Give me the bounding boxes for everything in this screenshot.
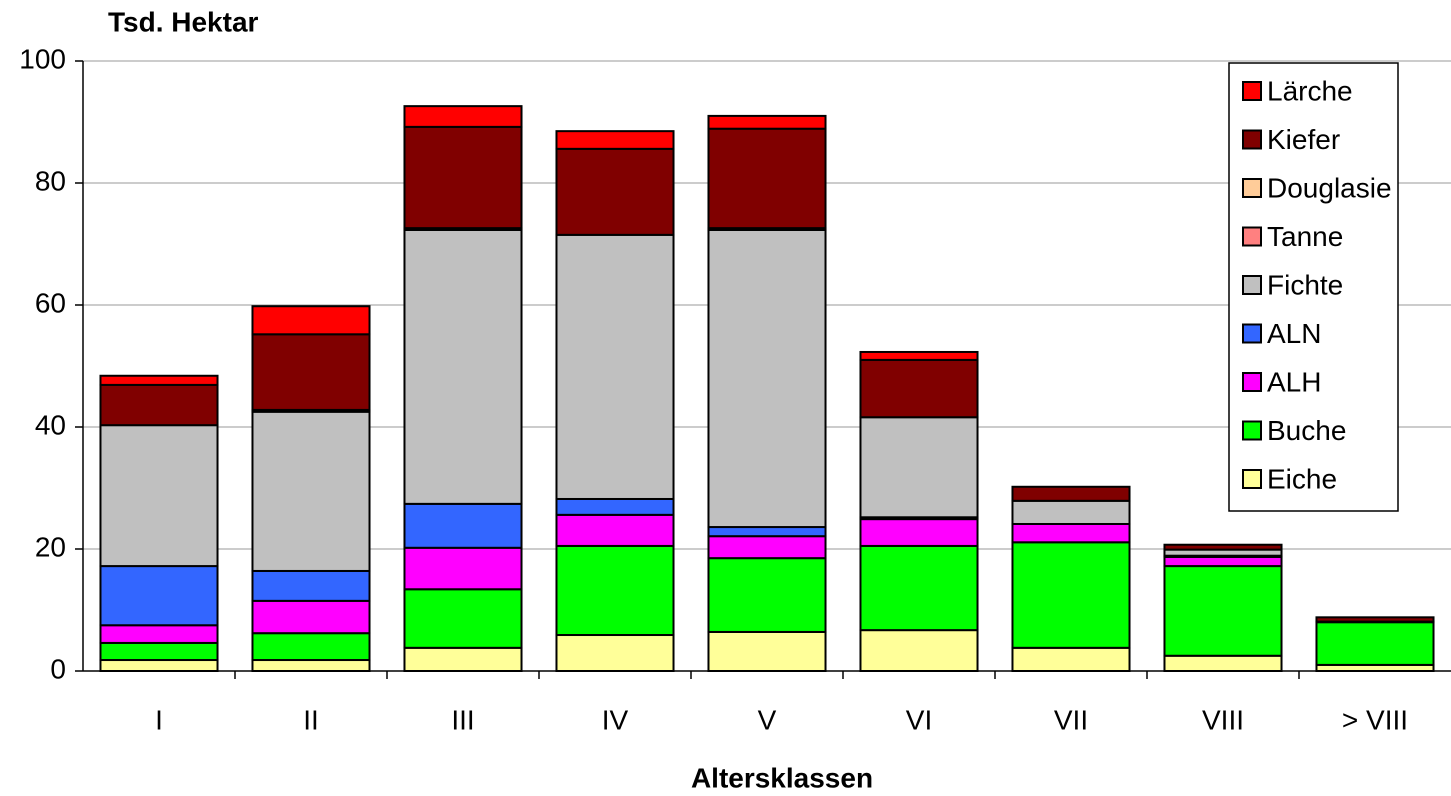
bar-segment [1163, 565, 1283, 657]
bar-segment [707, 127, 827, 230]
x-tick-label: V [758, 704, 777, 735]
legend-label: Tanne [1267, 221, 1343, 252]
bar-segment [1011, 522, 1131, 544]
y-tick-label: 20 [35, 531, 66, 562]
bar-segment [1011, 541, 1131, 649]
bar-segment [1315, 616, 1435, 623]
legend-label: ALN [1267, 318, 1321, 349]
bar-segment [251, 333, 371, 411]
bar-segment [859, 629, 979, 673]
legend-swatch [1242, 129, 1262, 150]
legend-label: Douglasie [1267, 172, 1392, 203]
legend-swatch [1242, 226, 1262, 247]
bar-segment [99, 641, 219, 662]
bar-segment [859, 350, 979, 361]
bar-segment [403, 646, 523, 673]
legend-swatch [1242, 420, 1262, 441]
bar-segment [707, 114, 827, 130]
legend-swatch [1242, 372, 1262, 392]
x-tick-label: VI [906, 704, 932, 735]
x-tick-label: III [451, 704, 474, 735]
bar-segment [555, 544, 675, 637]
bar-segment [1163, 654, 1283, 672]
legend-swatch [1242, 275, 1262, 295]
bar-segment [707, 630, 827, 673]
y-tick-label: 80 [35, 165, 66, 196]
y-tick-label: 40 [35, 409, 66, 440]
bar-segment [99, 565, 219, 627]
legend-label: Eiche [1267, 463, 1337, 494]
bar-segment [555, 513, 675, 547]
x-tick-label: VIII [1202, 704, 1244, 735]
bar-segment [555, 147, 675, 236]
bar-segment [251, 599, 371, 635]
legend-label: ALH [1267, 366, 1321, 397]
legend-swatch [1242, 323, 1262, 344]
bar-segment [99, 383, 219, 427]
x-tick-label: > VIII [1342, 704, 1408, 735]
bar-segment [99, 424, 219, 568]
bar-segment [251, 569, 371, 602]
bar-segment [707, 526, 827, 538]
legend-swatch [1242, 469, 1262, 489]
y-tick-label: 0 [50, 653, 66, 684]
bar-segment [99, 659, 219, 673]
bar-segment [707, 228, 827, 529]
x-tick-label: VII [1054, 704, 1088, 735]
y-tick-label: 100 [19, 43, 66, 74]
bar-segment [403, 105, 523, 128]
bar-segment [403, 546, 523, 591]
x-tick-label: I [155, 704, 163, 735]
bar-segment [403, 125, 523, 230]
y-axis-label: Tsd. Hektar [108, 6, 259, 37]
bar-segment [555, 634, 675, 673]
legend-swatch [1242, 81, 1262, 101]
legend-label: Fichte [1267, 269, 1343, 300]
x-tick-label: II [303, 704, 319, 735]
legend-label: Buche [1267, 415, 1346, 446]
bar-segment [555, 130, 675, 150]
bar-segment [1011, 499, 1131, 525]
bar-segment [707, 535, 827, 560]
y-tick-label: 60 [35, 287, 66, 318]
bar-segment [403, 228, 523, 505]
bar-segment [251, 410, 371, 572]
bar-segment [251, 632, 371, 662]
bar-segment [859, 518, 979, 547]
bar-segment [859, 358, 979, 419]
bar-segment [251, 659, 371, 673]
bar-segment [99, 374, 219, 386]
bar-segment [1011, 485, 1131, 502]
bar-segment [403, 502, 523, 549]
bar-segment [859, 544, 979, 632]
x-tick-label: IV [602, 704, 629, 735]
bar-segment [251, 305, 371, 336]
bar-segment [1163, 555, 1283, 568]
bar-segment [859, 416, 979, 519]
x-axis-label: Altersklassen [691, 762, 873, 793]
bar-segment [707, 557, 827, 633]
legend-swatch [1242, 178, 1262, 198]
bar-segment [1011, 646, 1131, 673]
bar-segment [555, 497, 675, 516]
bar-segment [1163, 543, 1283, 551]
legend-label: Lärche [1267, 75, 1353, 106]
legend-label: Kiefer [1267, 124, 1340, 155]
bar-segment [1315, 621, 1435, 666]
bar-segment [403, 588, 523, 649]
bar-segment [99, 624, 219, 644]
bar-segment [555, 233, 675, 500]
